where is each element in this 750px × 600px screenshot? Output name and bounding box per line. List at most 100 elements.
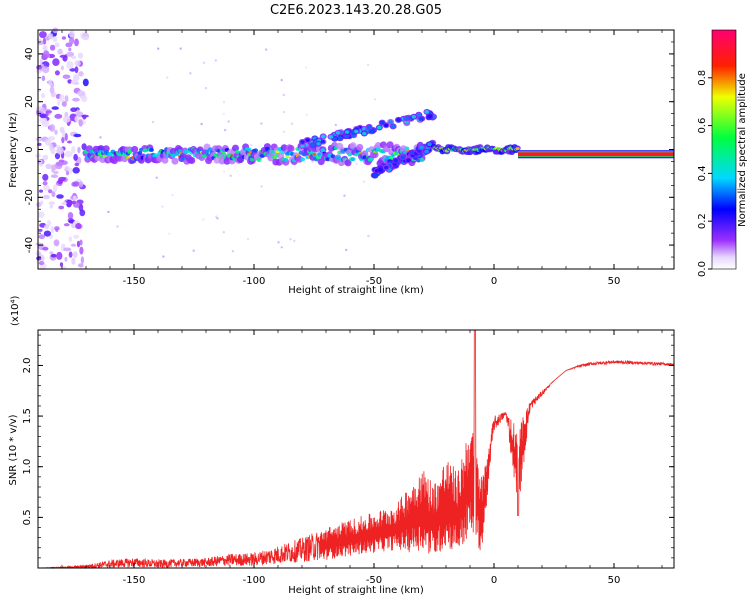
spectrogram-noise-region <box>38 159 43 167</box>
spectrogram-main-band <box>312 152 317 156</box>
spectrogram-noise-region <box>362 180 366 183</box>
spectrogram-noise-region <box>343 194 346 197</box>
spectrogram-noise-region <box>334 123 337 127</box>
spectrogram-rising-branch <box>367 125 372 129</box>
spectrogram-noise-region <box>305 66 308 69</box>
y-tick-label: 1.5 <box>22 408 33 424</box>
spectrogram-noise-region <box>79 209 86 217</box>
spectrogram-main-band <box>400 145 407 153</box>
spectrogram-main-band <box>253 148 259 153</box>
spectrogram-noise-region <box>73 133 82 138</box>
spectrogram-noise-region <box>192 249 195 252</box>
spectrogram-noise-region <box>282 130 286 133</box>
spectrogram-noise-region <box>277 241 280 244</box>
spectrogram-noise-region <box>38 254 45 263</box>
spectrogram-noise-region <box>66 51 75 57</box>
spectrogram-noise-region <box>59 54 67 58</box>
spectrogram-noise-region <box>373 98 377 101</box>
y-tick-label: 40 <box>24 48 35 61</box>
spectrogram-noise-region <box>204 86 208 90</box>
spectrogram-falling-branch <box>427 142 432 146</box>
spectrogram-noise-region <box>55 161 64 167</box>
spectrogram-noise-region <box>67 212 74 219</box>
spectrogram-noise-region <box>42 247 49 251</box>
y-tick-label: 0.5 <box>22 509 33 525</box>
spectrogram-noise-region <box>70 55 77 60</box>
spectrogram-noise-region <box>72 97 80 102</box>
spectrogram-noise-region <box>215 215 218 218</box>
spectrogram-noise-region <box>52 58 60 66</box>
spectrogram-rising-branch <box>396 118 401 122</box>
spectrogram-noise-region <box>282 110 286 114</box>
spectrogram-noise-region <box>42 50 50 59</box>
spectrogram-main-band <box>102 154 107 158</box>
colorbar-tick-label: 0.6 <box>697 118 708 134</box>
spectrogram-falling-branch <box>424 149 429 154</box>
spectrogram-noise-region <box>49 87 55 94</box>
spectrogram-noise-region <box>74 115 80 123</box>
spectrogram-rising-branch <box>344 130 350 134</box>
spectrogram-main-band <box>350 157 356 162</box>
snr-series-line <box>38 329 675 570</box>
spectrogram-noise-region <box>48 79 53 86</box>
x-tick-label: -150 <box>123 575 146 586</box>
y-tick-label: 20 <box>24 95 35 108</box>
spectrogram-noise-region <box>189 72 192 75</box>
spectrogram-noise-region <box>43 185 50 191</box>
spectrogram-noise-region <box>61 201 67 205</box>
spectrogram-noise-region <box>77 146 81 154</box>
spectrogram-noise-region <box>78 181 84 188</box>
spectrogram-falling-branch <box>384 165 389 170</box>
spectrogram-noise-region <box>282 93 285 97</box>
snr-y-multiplier: (x10⁴) <box>10 295 21 326</box>
spectrogram-noise-region <box>56 251 63 260</box>
x-tick-label: -150 <box>123 276 146 287</box>
spectrogram-noise-region <box>65 200 74 205</box>
spectrogram-main-band <box>320 148 326 153</box>
spectrogram-noise-region <box>41 120 50 128</box>
spectrogram-noise-region <box>246 237 250 241</box>
spectrogram-noise-region <box>51 191 56 198</box>
spectrogram-noise-region <box>80 256 85 264</box>
spectrogram-rising-branch <box>411 115 416 119</box>
spectrogram-noise-region <box>222 170 226 173</box>
spectrogram-axes: -150 -100 -50 0 50 -40 -20 0 20 40 <box>24 30 674 287</box>
spectrogram-rising-branch <box>380 120 385 125</box>
spectrogram-main-band <box>102 145 110 153</box>
y-tick-label: -40 <box>24 237 35 253</box>
spectrogram-main-band <box>330 154 336 159</box>
spectrogram-noise-region <box>222 101 226 104</box>
spectrogram-main-band <box>256 158 262 162</box>
spectrogram-noise-region <box>75 223 82 230</box>
spectrogram-noise-region <box>56 146 64 155</box>
spectrogram-noise-region <box>366 63 370 67</box>
spectrogram-noise-region <box>38 228 43 232</box>
spectrogram-noise-region <box>59 94 65 103</box>
spectrogram-noise-region <box>311 160 314 163</box>
spectrogram-noise-region <box>49 204 54 209</box>
spectrogram-noise-region <box>37 211 45 218</box>
spectrogram-noise-region <box>42 154 49 161</box>
spectrogram-main-band <box>207 147 213 152</box>
spectrogram-falling-branch <box>400 155 405 160</box>
spectrogram-noise-region <box>36 250 42 257</box>
spectrogram-noise-region <box>107 210 110 214</box>
spectrogram-rising-branch <box>362 131 367 136</box>
spectrogram-noise-region <box>79 246 84 255</box>
spectrogram-noise-region <box>69 68 76 72</box>
spectrogram-noise-region <box>293 239 296 243</box>
spectrogram-noise-region <box>39 113 47 119</box>
spectrogram-noise-region <box>202 61 206 64</box>
spectrogram-noise-region <box>157 47 160 50</box>
spectrogram-noise-region <box>82 114 87 120</box>
spectrogram-rising-branch <box>419 116 424 121</box>
colorbar-tick-label: 0.8 <box>697 70 708 86</box>
spectrogram-noise-region <box>260 122 263 125</box>
spectrogram-noise-region <box>65 170 70 176</box>
spectrogram-noise-region <box>265 48 268 51</box>
spectrogram-noise-region <box>77 90 86 97</box>
x-tick-label: -100 <box>243 575 266 586</box>
spectrogram-noise-region <box>200 122 203 126</box>
snr-xlabel: Height of straight line (km) <box>288 585 424 596</box>
